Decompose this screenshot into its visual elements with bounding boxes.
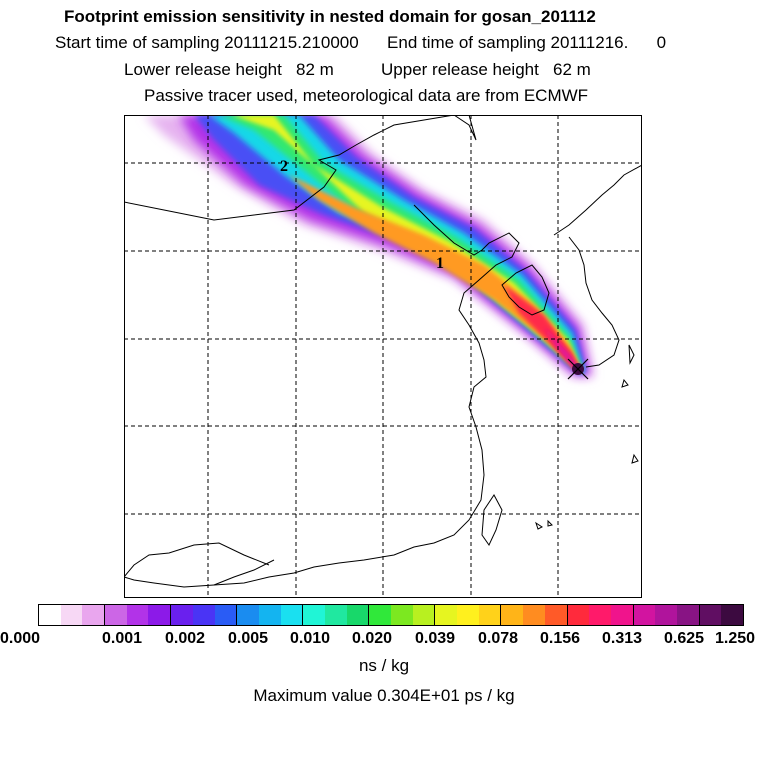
color-scale-tick-label: 0.020: [351, 630, 393, 647]
color-scale-unit: ns / kg: [358, 656, 410, 675]
trajectory-label-2: 2: [280, 158, 288, 175]
color-scale-segment: [523, 605, 545, 625]
color-scale-segment: [148, 605, 172, 625]
map-title: Footprint emission sensitivity in nested…: [64, 7, 596, 26]
color-scale-segment: [60, 605, 83, 625]
color-scale-segment: [126, 605, 149, 625]
color-scale-segment: [610, 605, 634, 625]
tracer-info: Passive tracer used, meteorological data…: [144, 86, 589, 105]
color-scale-tick-label: 0.000: [0, 630, 41, 647]
color-scale-tick-label: 0.001: [101, 630, 143, 647]
color-scale-segment: [457, 605, 479, 625]
color-scale-segment: [214, 605, 238, 625]
color-scale-segment: [258, 605, 281, 625]
color-scale-segment: [544, 605, 568, 625]
color-scale-segment: [105, 605, 127, 625]
sampling-times: Start time of sampling 20111215.210000 E…: [55, 33, 667, 52]
color-scale-tick-label: 0.039: [414, 630, 456, 647]
color-scale-segment: [237, 605, 259, 625]
color-scale-segment: [192, 605, 215, 625]
color-scale-segment: [391, 605, 413, 625]
color-scale-tick-label: 0.156: [539, 630, 581, 647]
color-scale-segment: [655, 605, 677, 625]
color-scale-segment: [82, 605, 106, 625]
color-scale-segment: [346, 605, 370, 625]
color-scale-segment: [171, 605, 193, 625]
maximum-value-text: Maximum value 0.304E+01 ps / kg: [253, 686, 515, 705]
color-scale-segment: [478, 605, 502, 625]
color-scale-tick-label: 0.010: [289, 630, 331, 647]
color-scale-segment: [699, 605, 722, 625]
color-scale-segment: [303, 605, 325, 625]
color-scale-segment: [369, 605, 391, 625]
color-scale-segment: [280, 605, 304, 625]
receptor-marker: [567, 358, 589, 380]
color-scale-bar: [38, 604, 744, 626]
color-scale-segment: [721, 605, 743, 625]
color-scale-tick-label: 0.005: [227, 630, 269, 647]
coastlines: [124, 115, 642, 588]
color-scale-tick-label: 0.078: [477, 630, 519, 647]
color-scale-segment: [676, 605, 700, 625]
release-heights: Lower release height 82 m Upper release …: [124, 60, 591, 79]
color-scale-segment: [567, 605, 590, 625]
color-scale-segment: [501, 605, 524, 625]
color-scale-segment: [412, 605, 436, 625]
emission-plume: [144, 115, 594, 377]
color-scale-tick-label: 0.002: [164, 630, 206, 647]
color-scale-segment: [633, 605, 656, 625]
color-scale-tick-label: 0.313: [601, 630, 643, 647]
color-scale-tick-label: 0.625: [663, 630, 705, 647]
lat-lon-grid: [124, 115, 642, 598]
color-scale-segment: [435, 605, 458, 625]
color-scale-segment: [589, 605, 611, 625]
trajectory-label-1: 1: [436, 255, 444, 272]
color-scale-segment: [39, 605, 61, 625]
color-scale-tick-label: 1.250: [714, 630, 756, 647]
color-scale-segment: [324, 605, 347, 625]
footprint-map: 2 1: [124, 115, 642, 598]
